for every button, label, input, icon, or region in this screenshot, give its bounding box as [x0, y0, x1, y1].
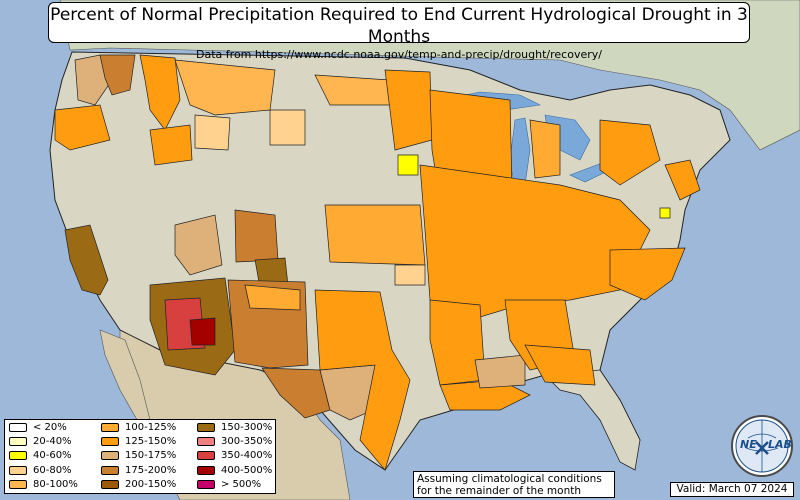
logo-x-mark	[755, 441, 769, 455]
legend-item: 300-350%	[197, 436, 272, 448]
region-tx-west	[261, 367, 331, 419]
legend-label: 150-175%	[125, 450, 177, 461]
region-wy-lt	[194, 114, 231, 151]
logo-text-right: LAB	[768, 438, 792, 451]
legend-swatch	[197, 436, 215, 446]
region-mi-lower	[529, 119, 561, 179]
region-tx-central	[314, 289, 411, 471]
legend-label: < 20%	[33, 422, 67, 433]
legend-swatch	[197, 450, 215, 460]
legend-swatch	[101, 450, 119, 460]
legend-label: 350-400%	[221, 450, 273, 461]
florida	[544, 369, 641, 471]
legend-label: 100-125%	[125, 422, 177, 433]
legend-item: 175-200%	[101, 465, 176, 477]
valid-date: Valid: March 07 2024	[670, 482, 794, 497]
legend-item: 400-500%	[197, 465, 272, 477]
legend-swatch	[197, 422, 215, 432]
region-ne-ks	[324, 204, 426, 266]
legend-item: 60-80%	[9, 465, 72, 477]
region-mt-west	[174, 59, 276, 116]
nexlab-logo: NE LAB	[731, 415, 793, 477]
region-mt-east	[269, 109, 306, 146]
region-mn-west	[384, 69, 433, 151]
legend-swatch	[9, 479, 27, 489]
note-line-2: for the remainder of the month	[417, 485, 582, 497]
legend-item: 20-40%	[9, 436, 72, 448]
legend-item: 100-125%	[101, 422, 176, 434]
legend-label: 20-40%	[33, 436, 72, 447]
legend-swatch	[197, 465, 215, 475]
region-nm-light	[244, 284, 301, 311]
region-id-south	[149, 124, 193, 166]
region-nv-ut	[174, 214, 223, 276]
legend-label: > 500%	[221, 479, 262, 490]
legend-label: 200-150%	[125, 479, 177, 490]
legend-swatch	[9, 422, 27, 432]
legend-item: > 500%	[197, 479, 261, 491]
legend-label: 40-60%	[33, 450, 72, 461]
region-gulf-coast	[524, 344, 596, 386]
region-ms-al-light	[474, 354, 526, 389]
legend-swatch	[197, 479, 215, 489]
region-ok-light	[394, 264, 426, 286]
map-subtitle: Data from https://www.ncdc.noaa.gov/temp…	[196, 48, 602, 61]
region-or-west	[54, 104, 111, 151]
title-box: Percent of Normal Precipitation Required…	[48, 2, 750, 61]
legend-item: 150-175%	[101, 450, 176, 462]
logo-text-left: NE	[740, 438, 757, 451]
note-line-1: Assuming climatological conditions	[417, 473, 602, 485]
region-ne-coast	[664, 159, 701, 201]
legend-item: 80-100%	[9, 479, 78, 491]
legend: < 20% 20-40% 40-60% 60-80% 80-100% 100-1…	[4, 419, 276, 494]
legend-label: 60-80%	[33, 465, 72, 476]
legend-label: 400-500%	[221, 465, 273, 476]
map-title: Percent of Normal Precipitation Required…	[50, 5, 748, 47]
legend-item: 200-150%	[101, 479, 176, 491]
legend-swatch	[101, 465, 119, 475]
logo-grid	[745, 420, 779, 472]
legend-label: 125-150%	[125, 436, 177, 447]
region-carolinas	[609, 247, 686, 301]
region-midwest	[419, 164, 651, 321]
legend-item: 350-400%	[197, 450, 272, 462]
region-ny-pa	[599, 119, 661, 186]
legend-swatch	[9, 450, 27, 460]
region-ut-co	[234, 209, 279, 263]
region-ca-central	[64, 224, 109, 296]
legend-swatch	[101, 436, 119, 446]
legend-label: 150-300%	[221, 422, 273, 433]
legend-swatch	[101, 422, 119, 432]
region-az-darkred	[189, 317, 216, 346]
legend-swatch	[9, 436, 27, 446]
legend-label: 300-350%	[221, 436, 273, 447]
legend-item: 125-150%	[101, 436, 176, 448]
legend-item: 150-300%	[197, 422, 272, 434]
region-mo-ar	[429, 299, 486, 386]
region-va-yellow	[659, 207, 671, 219]
legend-item: 40-60%	[9, 450, 72, 462]
region-mn-yellow	[397, 154, 419, 176]
legend-item: < 20%	[9, 422, 67, 434]
legend-swatch	[9, 465, 27, 475]
legend-label: 175-200%	[125, 465, 177, 476]
assumption-note: Assuming climatological conditions for t…	[413, 471, 615, 498]
region-wa-central	[99, 54, 136, 96]
legend-label: 80-100%	[33, 479, 78, 490]
legend-swatch	[101, 479, 119, 489]
drought-regions	[54, 54, 701, 471]
